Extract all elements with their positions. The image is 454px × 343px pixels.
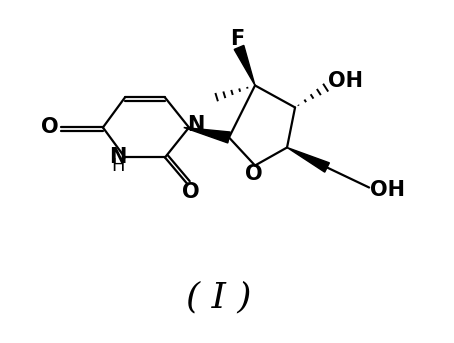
Text: N: N <box>188 116 205 135</box>
Text: OH: OH <box>328 71 363 91</box>
Polygon shape <box>287 147 330 172</box>
Text: O: O <box>41 117 59 138</box>
Text: OH: OH <box>370 179 405 200</box>
Text: O: O <box>246 164 263 184</box>
Text: H: H <box>111 157 124 175</box>
Text: O: O <box>182 182 200 202</box>
Text: N: N <box>109 147 126 167</box>
Polygon shape <box>234 45 255 85</box>
Text: F: F <box>230 28 244 49</box>
Text: ( I ): ( I ) <box>186 281 252 315</box>
Polygon shape <box>184 128 230 143</box>
